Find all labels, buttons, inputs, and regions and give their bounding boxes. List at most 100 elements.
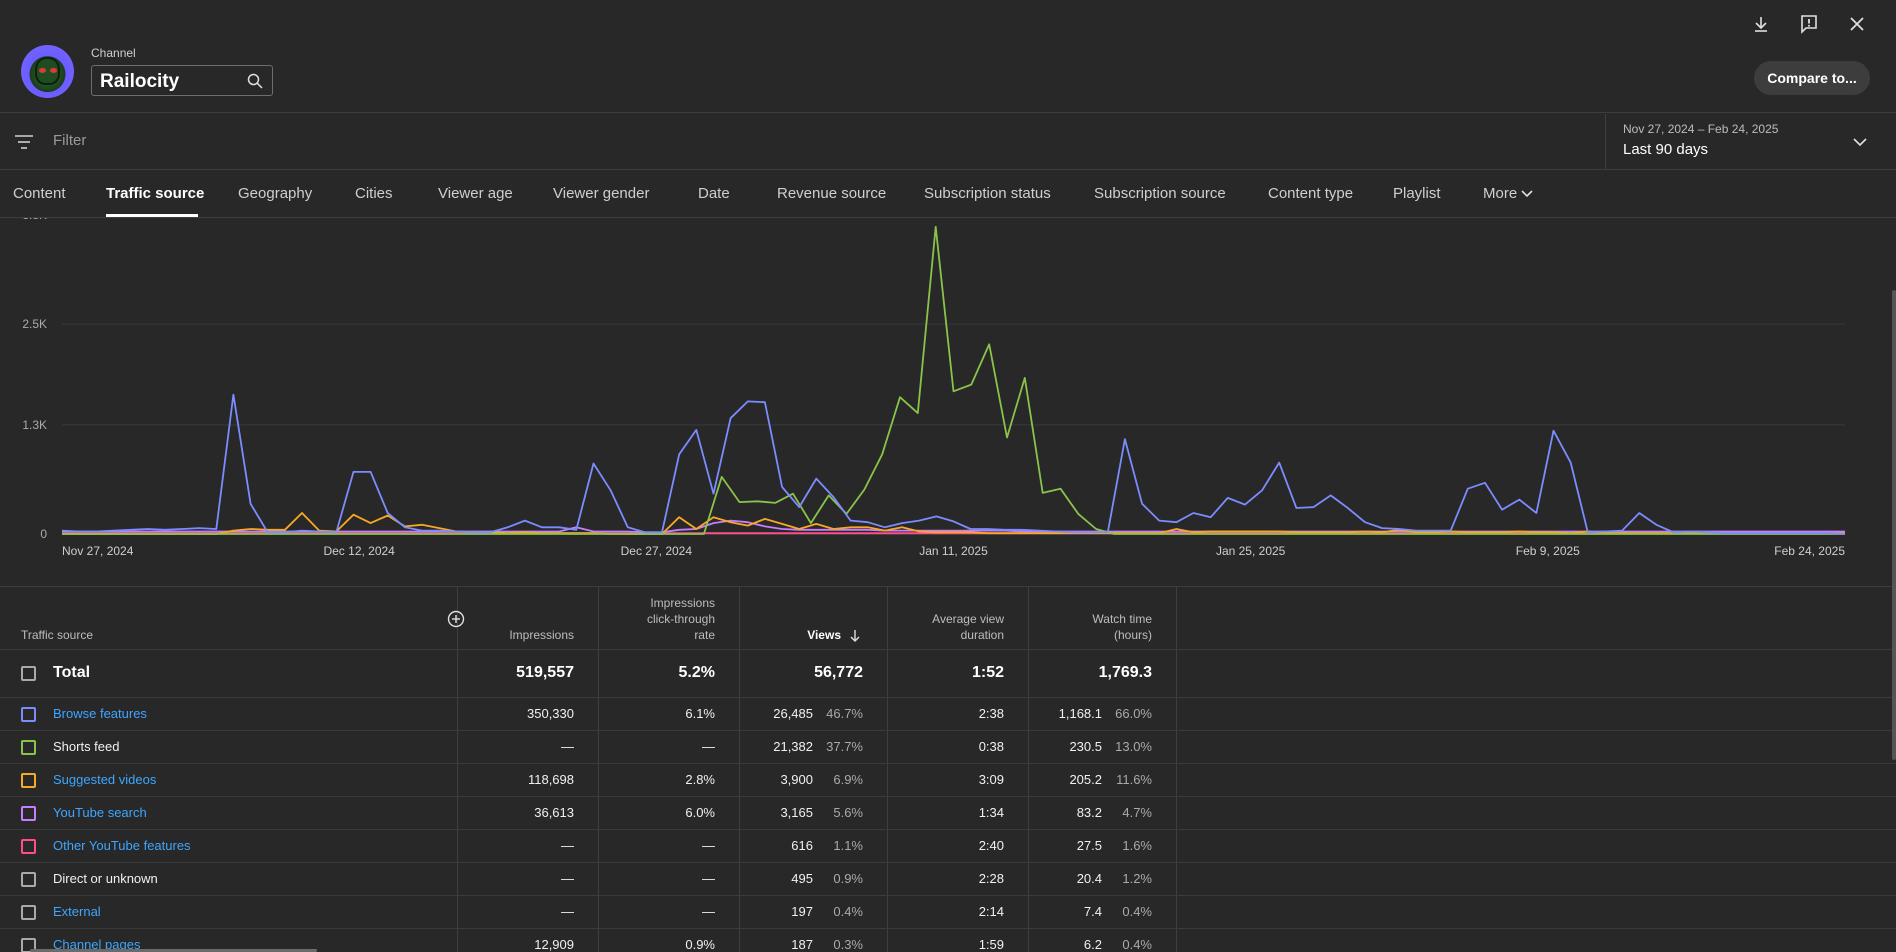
impressions-value: 12,909 — [534, 937, 574, 952]
watch-time-value: 230.5 — [1069, 739, 1102, 754]
download-icon[interactable] — [1750, 13, 1772, 35]
channel-avatar[interactable] — [21, 45, 74, 98]
avd-value: 1:59 — [978, 937, 1004, 952]
horizontal-scrollbar[interactable] — [30, 949, 317, 952]
ctr-value: 0.9% — [685, 937, 715, 952]
column-divider — [887, 587, 888, 952]
x-tick-label: Jan 25, 2025 — [1216, 544, 1286, 558]
tab-viewer-gender[interactable]: Viewer gender — [553, 185, 650, 202]
compare-button[interactable]: Compare to... — [1754, 61, 1870, 95]
header-watch-time-line1[interactable]: Watch time — [1092, 612, 1152, 626]
impressions-value: 350,330 — [527, 706, 574, 721]
traffic-source-label[interactable]: Suggested videos — [53, 772, 157, 787]
traffic-source-label[interactable]: Browse features — [53, 706, 147, 721]
date-range-picker[interactable]: Nov 27, 2024 – Feb 24, 2025 Last 90 days — [1605, 114, 1896, 170]
close-icon[interactable] — [1846, 13, 1868, 35]
column-divider — [457, 587, 458, 952]
header-traffic-source[interactable]: Traffic source — [21, 628, 94, 642]
header-ctr-line2[interactable]: click-through — [646, 612, 715, 626]
impressions-value: 36,613 — [534, 805, 574, 820]
tab-revenue-source[interactable]: Revenue source — [777, 185, 887, 202]
views-value: 616 — [791, 838, 813, 853]
row-checkbox[interactable] — [21, 707, 36, 722]
date-range-text: Nov 27, 2024 – Feb 24, 2025 — [1623, 122, 1779, 136]
series-line-shorts-feed[interactable] — [62, 225, 1845, 535]
tab-viewer-age[interactable]: Viewer age — [438, 185, 513, 202]
row-checkbox[interactable] — [21, 839, 36, 854]
vertical-scrollbar[interactable] — [1892, 290, 1896, 760]
avatar-face — [35, 57, 60, 85]
x-tick-label: Feb 9, 2025 — [1516, 544, 1580, 558]
x-tick-label: Dec 27, 2024 — [621, 544, 693, 558]
impressions-value: 118,698 — [527, 772, 574, 787]
table-row: Channel pages 12,909 0.9% 187 0.3% 1:59 6.2 0.4… — [0, 928, 1896, 952]
report-tabs: Content Traffic source Geography Cities … — [0, 171, 1896, 218]
avatar-eye — [50, 68, 57, 73]
header-views[interactable]: Views — [807, 628, 841, 642]
header-impressions[interactable]: Impressions — [509, 628, 574, 642]
active-tab-indicator — [106, 214, 198, 217]
tab-more[interactable]: More — [1483, 185, 1533, 202]
filter-input[interactable]: Filter — [53, 132, 87, 149]
ctr-value: — — [702, 871, 715, 886]
tab-content-type[interactable]: Content type — [1268, 185, 1354, 202]
table-total-row: Total 519,557 5.2% 56,772 1:52 1,769.3 — [0, 649, 1896, 697]
sort-down-icon[interactable] — [849, 629, 861, 643]
tab-date[interactable]: Date — [698, 185, 730, 202]
row-checkbox[interactable] — [21, 872, 36, 887]
avd-value: 2:38 — [978, 706, 1004, 721]
header-ctr-line1[interactable]: Impressions — [650, 596, 715, 610]
channel-selector[interactable]: Railocity — [91, 65, 273, 96]
channel-name: Railocity — [100, 71, 180, 92]
header-watch-time-line2[interactable]: (hours) — [1113, 628, 1152, 642]
table-row: Other YouTube features — — 616 1.1% 2:40 27.5 1… — [0, 829, 1896, 862]
row-checkbox[interactable] — [21, 666, 36, 681]
tab-geography[interactable]: Geography — [238, 185, 313, 202]
traffic-source-label[interactable]: Channel pages — [53, 937, 141, 952]
tab-content[interactable]: Content — [13, 185, 66, 202]
traffic-source-label[interactable]: External — [53, 904, 101, 919]
watch-time-percent: 13.0% — [1115, 739, 1152, 754]
row-checkbox[interactable] — [21, 773, 36, 788]
x-tick-label: Dec 12, 2024 — [323, 544, 395, 558]
chevron-down-icon — [1521, 190, 1533, 198]
views-percent: 37.7% — [826, 739, 863, 754]
x-tick-label: Feb 24, 2025 — [1774, 544, 1845, 558]
series-line-browse-features[interactable] — [61, 393, 1846, 535]
tab-cities[interactable]: Cities — [355, 185, 393, 202]
header-avd-line2[interactable]: duration — [960, 628, 1004, 642]
row-checkbox[interactable] — [21, 740, 36, 755]
views-value: 21,382 — [773, 739, 813, 754]
total-label: Total — [53, 664, 91, 681]
watch-time-value: 1,168.1 — [1058, 706, 1102, 721]
avd-value: 0:38 — [978, 739, 1004, 754]
feedback-icon[interactable] — [1798, 13, 1820, 35]
views-value: 495 — [791, 871, 813, 886]
table-row: Shorts feed — — 21,382 37.7% 0:38 230.5 13.0% — [0, 730, 1896, 763]
total-watch-time: 1,769.3 — [1098, 664, 1152, 681]
tab-subscription-source[interactable]: Subscription source — [1094, 185, 1226, 202]
ctr-value: — — [702, 838, 715, 853]
header-avd-line1[interactable]: Average view — [932, 612, 1004, 626]
line-chart: 3.8K 2.5K 1.3K 0 Nov 27, 2024 Dec 12, 2024 Dec… — [22, 218, 1846, 558]
tab-subscription-status[interactable]: Subscription status — [924, 185, 1051, 202]
add-column-icon[interactable] — [447, 610, 465, 628]
channel-label: Channel — [91, 46, 136, 60]
traffic-source-label[interactable]: Other YouTube features — [53, 838, 191, 853]
analytics-header: Channel Railocity Compare to... — [0, 0, 1896, 113]
filter-icon[interactable] — [14, 133, 34, 151]
impressions-value: — — [561, 739, 574, 754]
series-line-suggested-videos[interactable] — [62, 512, 1845, 535]
tab-traffic-source[interactable]: Traffic source — [106, 185, 205, 202]
row-checkbox[interactable] — [21, 806, 36, 821]
tab-playlist[interactable]: Playlist — [1393, 185, 1441, 202]
watch-time-value: 83.2 — [1076, 805, 1102, 820]
table-row: External — — 197 0.4% 2:14 7.4 0.4% — [0, 895, 1896, 928]
y-tick-label: 3.8K — [22, 218, 47, 222]
views-value: 3,900 — [780, 772, 813, 787]
table-row: YouTube search 36,613 6.0% 3,165 5.6% 1:34 83.… — [0, 796, 1896, 829]
header-ctr-line3[interactable]: rate — [694, 628, 715, 642]
search-icon[interactable] — [247, 73, 263, 89]
traffic-source-label[interactable]: YouTube search — [53, 805, 147, 820]
row-checkbox[interactable] — [21, 905, 36, 920]
